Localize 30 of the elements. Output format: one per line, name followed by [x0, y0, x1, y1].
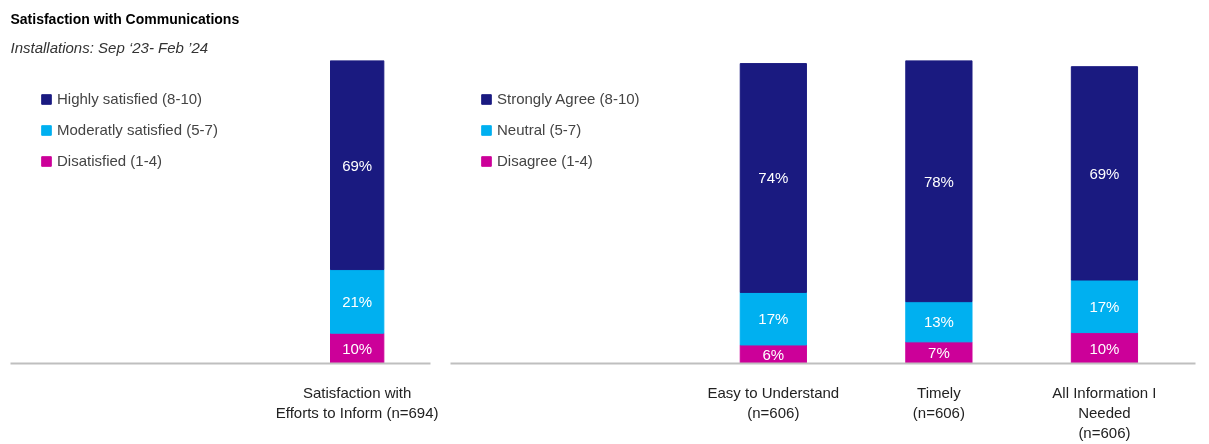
data-label: 7% — [928, 344, 950, 362]
bar — [739, 63, 807, 293]
data-label: 69% — [342, 156, 373, 174]
data-label: 6% — [762, 345, 785, 363]
data-label: 69% — [1089, 164, 1120, 182]
x-tick-label: Easy to Understand (n=606) — [707, 383, 840, 421]
bar — [1070, 66, 1139, 281]
data-label: 10% — [1089, 339, 1120, 357]
legend-label: Neutral (5-7) — [497, 121, 582, 138]
x-tick-label: Timely (n=606) — [912, 383, 965, 421]
data-label: 21% — [342, 292, 373, 310]
legend-label: Disatisfied (1-4) — [57, 152, 163, 169]
data-label: 78% — [923, 172, 954, 190]
bar — [905, 301, 973, 343]
data-label: 74% — [758, 169, 789, 187]
legend-label: Moderatly satisfied (5-7) — [57, 121, 218, 138]
bar — [739, 291, 807, 346]
data-label: 13% — [923, 313, 954, 331]
data-label: 17% — [758, 310, 789, 328]
x-tick-label: Satisfaction with Efforts to Inform (n=694) — [275, 383, 439, 421]
data-label: 17% — [1089, 297, 1120, 315]
x-tick-label: All Information I Needed (n=606) — [1052, 383, 1157, 442]
bar — [905, 60, 973, 303]
text: Satisfaction with Communications — [10, 10, 240, 27]
legend-label: Disagree (1-4) — [497, 152, 593, 169]
text: Installations: Sep ‘23- Feb ’24 — [10, 38, 209, 56]
legend-label: Highly satisfied (8-10) — [57, 90, 203, 107]
legend-label: Strongly Agree (8-10) — [497, 90, 640, 107]
bar — [1070, 279, 1139, 334]
data-label: 10% — [342, 339, 373, 357]
